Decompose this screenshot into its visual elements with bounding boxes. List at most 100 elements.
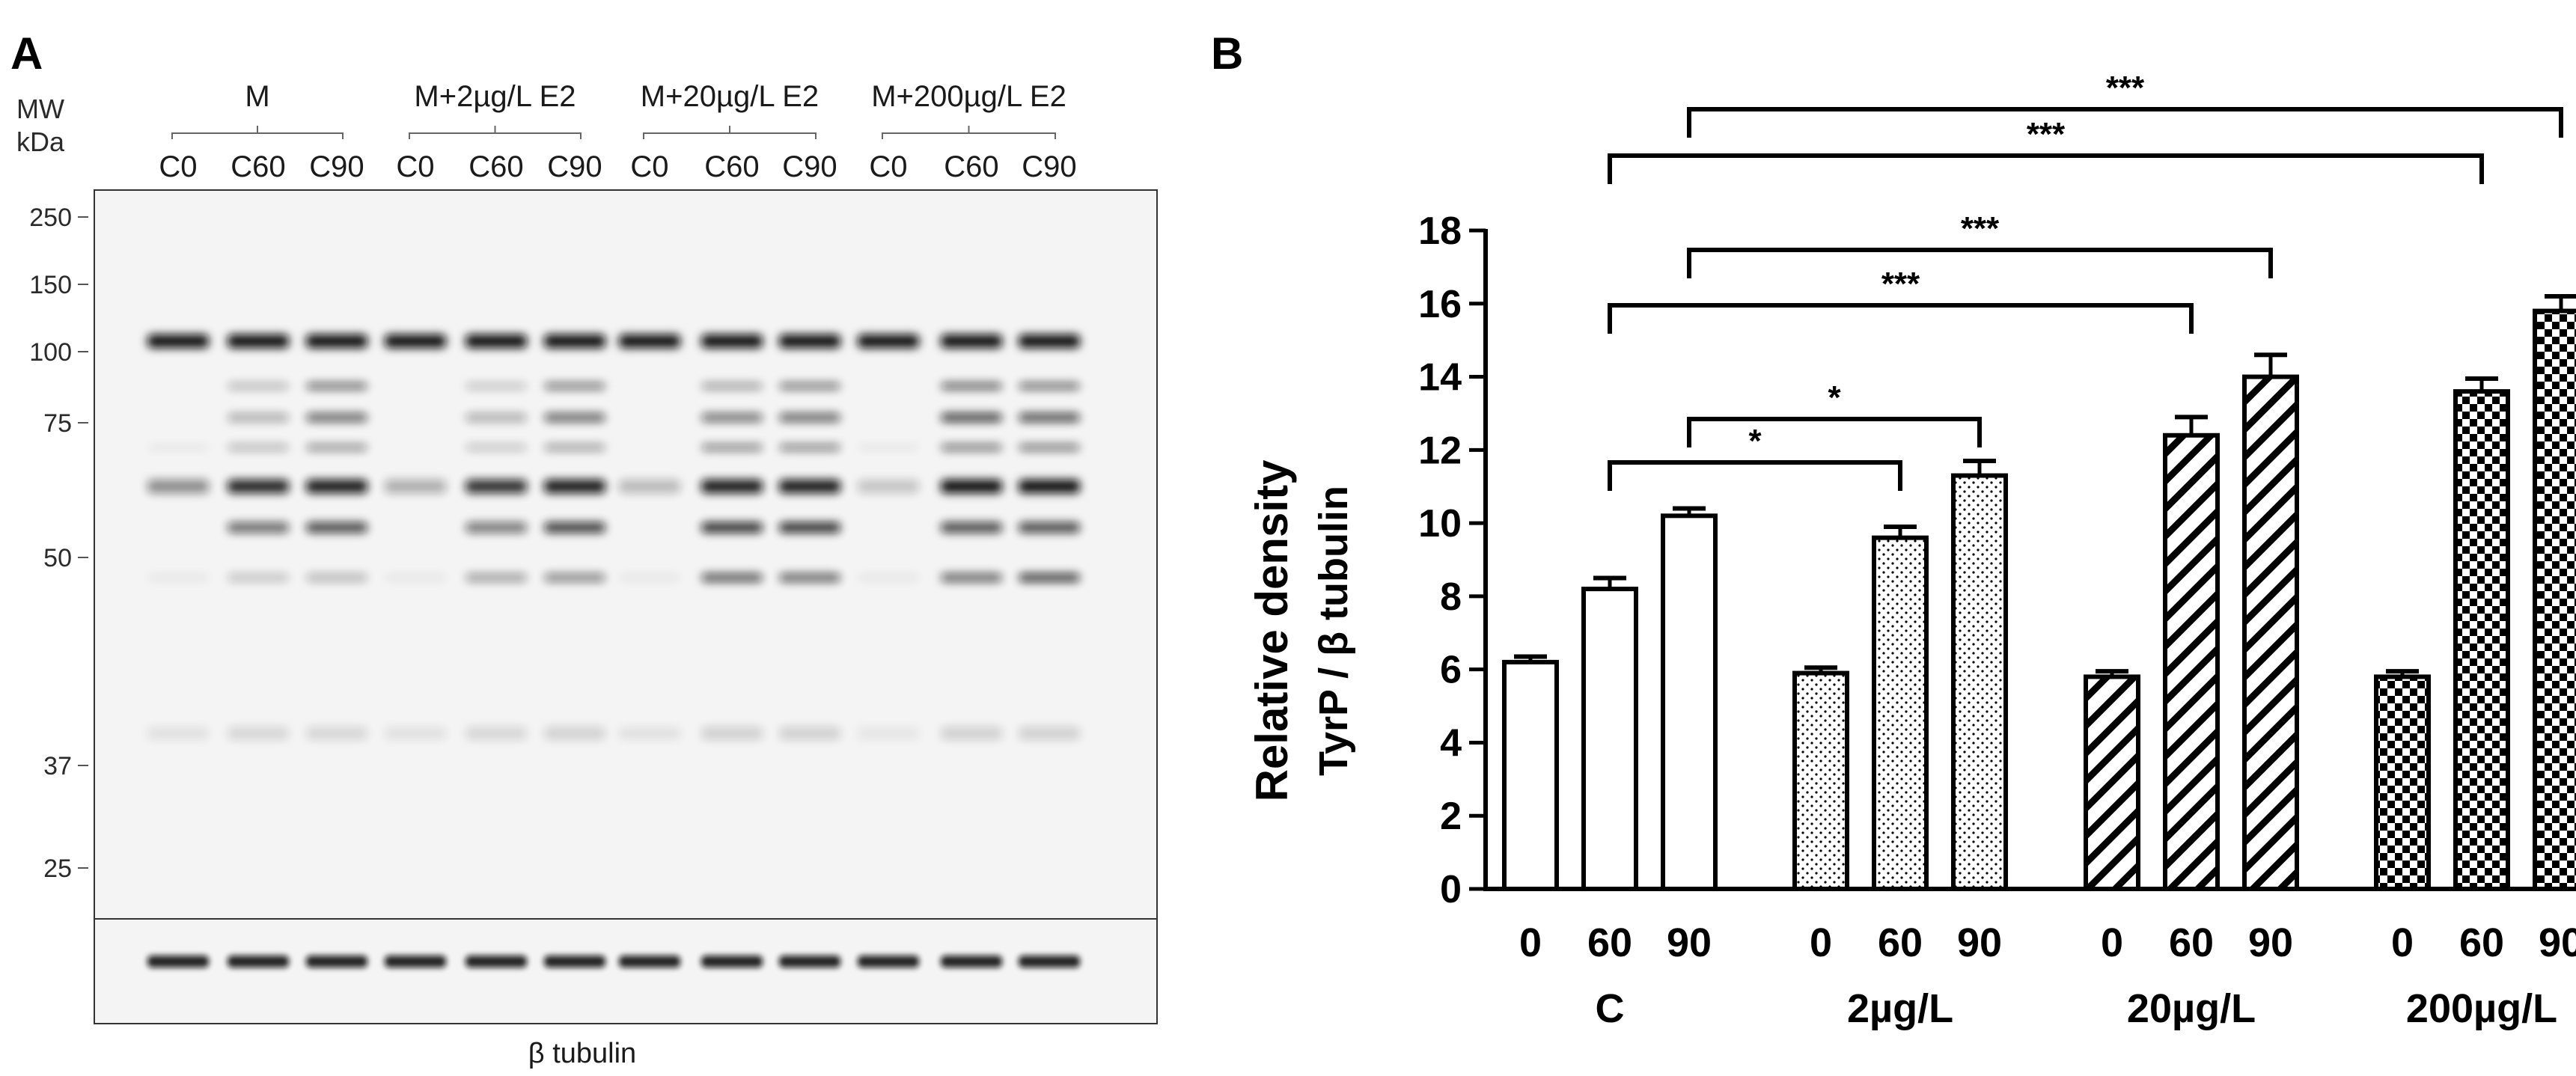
blot-band	[385, 573, 446, 582]
bar	[2374, 674, 2431, 891]
blot-band	[228, 444, 289, 451]
blot-band	[544, 573, 605, 582]
tubulin-band	[466, 956, 527, 968]
blot-band	[385, 480, 446, 493]
group-label: 2µg/L	[1847, 986, 1953, 1031]
significance-label: *	[1828, 379, 1841, 416]
mw-marker-label: 75	[43, 409, 72, 438]
blot-band	[619, 334, 680, 348]
blot-band	[228, 727, 289, 740]
blot-band	[858, 334, 919, 348]
blot-band	[941, 573, 1002, 582]
blot-band	[858, 444, 919, 451]
blot-band	[619, 573, 680, 582]
lane-label: C90	[782, 150, 837, 183]
blot-band	[941, 444, 1002, 451]
lane-label: C90	[309, 150, 364, 183]
blot-band	[466, 480, 527, 493]
lane-label: C0	[159, 150, 197, 183]
blot-band	[306, 727, 367, 740]
mw-marker-label: 250	[29, 204, 72, 232]
blot-band	[701, 444, 763, 451]
blot-band	[1019, 382, 1080, 390]
blot-band	[1019, 413, 1080, 422]
bar	[1502, 659, 1559, 892]
y-tick-label: 18	[1418, 210, 1462, 253]
x-tick-label: 90	[1957, 920, 2002, 965]
blot-band	[228, 522, 289, 533]
blot-band	[228, 573, 289, 582]
group-bracket	[171, 126, 344, 139]
bar	[1581, 587, 1638, 891]
panel-a-label: A	[10, 28, 43, 79]
blot-band	[779, 382, 840, 390]
x-tick-label: 60	[2459, 920, 2504, 965]
blot-band	[619, 480, 680, 493]
mw-marker-label: 25	[43, 855, 72, 883]
bar	[2242, 374, 2299, 891]
panel-a-western-blot: A MW kDa M M+2µg/L E2 M+20µg/L E2 M+200µg/L…	[10, 28, 1158, 1069]
x-tick-label: 0	[1810, 920, 1832, 965]
blot-band	[941, 480, 1002, 493]
blot-band	[544, 334, 605, 348]
y-tick-label: 10	[1418, 502, 1462, 545]
lane-label: C60	[704, 150, 759, 183]
mw-marker-label: 37	[43, 752, 72, 780]
blot-band	[779, 522, 840, 533]
blot-band	[1019, 727, 1080, 740]
lane-label: C60	[468, 150, 523, 183]
tubulin-band	[1019, 956, 1080, 968]
blot-band	[466, 444, 527, 451]
tubulin-band	[941, 956, 1002, 968]
tubulin-band	[701, 956, 763, 968]
blot-band	[1019, 334, 1080, 348]
blot-band	[306, 413, 367, 422]
blot-band	[306, 522, 367, 533]
blot-band	[701, 480, 763, 493]
lane-labels: C0 C60 C90 C0 C60 C90 C0 C60 C90 C0 C60 C90	[159, 150, 1076, 183]
blot-band	[779, 444, 840, 451]
group-label: M+20µg/L E2	[641, 80, 819, 113]
blot-band	[1019, 573, 1080, 582]
y-tick-label: 6	[1440, 649, 1462, 692]
blot-band	[941, 413, 1002, 422]
blot-band	[544, 413, 605, 422]
y-axis-title-line1: Relative density	[1247, 459, 1297, 801]
blot-band	[228, 382, 289, 390]
blot-band	[544, 444, 605, 451]
bar	[2453, 389, 2510, 891]
tubulin-band	[385, 956, 446, 968]
x-tick-label: 60	[1878, 920, 1923, 965]
blot-band	[306, 382, 367, 390]
bar	[1792, 670, 1849, 891]
blot-membrane	[94, 189, 1158, 920]
y-axis-title-line2: TyrP / β tubulin	[1311, 486, 1356, 776]
blot-band	[779, 727, 840, 740]
loading-control-label: β tubulin	[528, 1038, 636, 1069]
lane-label: C90	[547, 150, 602, 183]
blot-band	[701, 382, 763, 390]
mw-markers: 250 150 100 75 50 37 25	[29, 204, 88, 883]
blot-band	[858, 573, 919, 582]
y-tick-label: 14	[1418, 356, 1462, 400]
y-tick-label: 0	[1440, 868, 1462, 911]
bar	[1951, 473, 2008, 891]
blot-band	[147, 444, 209, 451]
tubulin-band	[306, 956, 367, 968]
tubulin-band	[544, 956, 605, 968]
tubulin-band	[228, 956, 289, 968]
x-tick-label: 90	[1667, 920, 1712, 965]
group-label: C	[1596, 986, 1625, 1031]
blot-band	[701, 573, 763, 582]
x-tick-label: 0	[2391, 920, 2414, 965]
blot-band	[228, 480, 289, 493]
blot-band	[779, 334, 840, 348]
tubulin-band	[619, 956, 680, 968]
blot-band	[858, 727, 919, 740]
kda-label: kDa	[16, 126, 65, 157]
bar	[2163, 432, 2220, 891]
mw-marker-label: 100	[29, 338, 72, 367]
significance-label: ***	[1961, 210, 2000, 247]
significance-bracket	[1687, 248, 2273, 278]
